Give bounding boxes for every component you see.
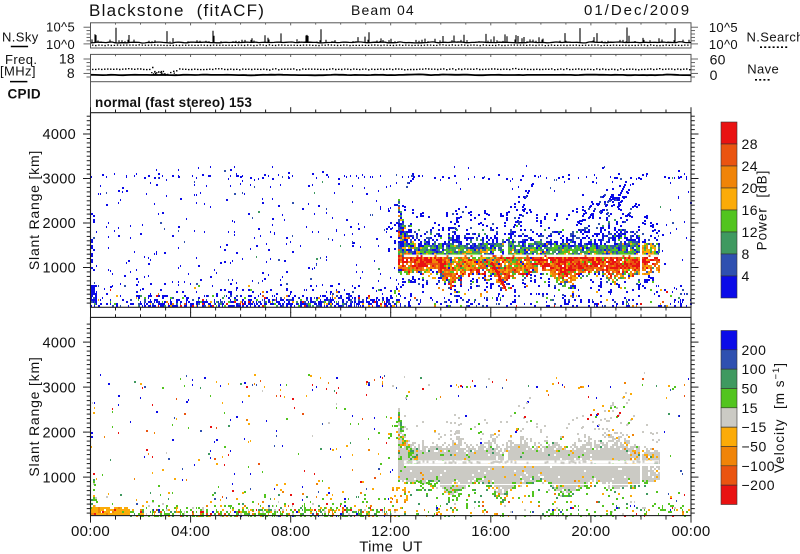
svg-text:Slant Range [km]: Slant Range [km]	[26, 356, 42, 476]
svg-text:4: 4	[742, 268, 750, 284]
svg-text:N.Search: N.Search	[747, 29, 800, 44]
svg-text:1000: 1000	[43, 470, 76, 486]
svg-text:[MHz]: [MHz]	[0, 64, 36, 79]
svg-text:8: 8	[67, 65, 75, 81]
svg-text:50: 50	[742, 381, 759, 397]
svg-text:08:00: 08:00	[271, 523, 310, 540]
svg-text:−15: −15	[742, 419, 767, 435]
svg-text:CPID: CPID	[8, 87, 41, 102]
svg-text:2000: 2000	[43, 216, 76, 232]
svg-text:200: 200	[742, 342, 767, 358]
svg-text:16:00: 16:00	[471, 523, 510, 540]
svg-text:20: 20	[742, 180, 759, 196]
svg-text:−50: −50	[742, 439, 767, 455]
svg-text:10^5: 10^5	[709, 20, 738, 35]
svg-text:Slant Range [km]: Slant Range [km]	[26, 150, 42, 270]
svg-text:24: 24	[742, 158, 759, 174]
svg-text:100: 100	[742, 361, 767, 377]
svg-text:10^5: 10^5	[46, 20, 75, 35]
svg-text:2000: 2000	[43, 425, 76, 441]
svg-text:Beam 04: Beam 04	[351, 2, 415, 18]
svg-text:28: 28	[742, 136, 759, 152]
svg-text:normal (fast stereo) 153: normal (fast stereo) 153	[95, 95, 252, 110]
svg-text:−200: −200	[742, 477, 776, 493]
svg-text:12: 12	[742, 224, 759, 240]
svg-text:3000: 3000	[43, 380, 76, 396]
svg-text:Velocity [m s−1]: Velocity [m s−1]	[771, 362, 788, 473]
svg-text:60: 60	[710, 52, 726, 68]
svg-text:4000: 4000	[43, 335, 76, 351]
svg-text:00:00: 00:00	[671, 523, 710, 540]
svg-text:1000: 1000	[43, 261, 76, 277]
svg-text:0: 0	[710, 67, 718, 83]
svg-text:Nave: Nave	[747, 62, 779, 77]
svg-text:Freq.: Freq.	[5, 52, 37, 67]
svg-text:Blackstone (fitACF): Blackstone (fitACF)	[89, 1, 265, 20]
svg-text:04:00: 04:00	[171, 523, 210, 540]
svg-text:20:00: 20:00	[571, 523, 610, 540]
svg-text:8: 8	[742, 246, 750, 262]
svg-text:15: 15	[742, 400, 759, 416]
svg-text:16: 16	[742, 202, 759, 218]
svg-text:4000: 4000	[43, 127, 76, 143]
svg-text:01/Dec/2009: 01/Dec/2009	[584, 2, 691, 19]
svg-text:00:00: 00:00	[71, 523, 110, 540]
svg-text:10^0: 10^0	[46, 37, 75, 52]
svg-text:N.Sky: N.Sky	[2, 29, 39, 44]
svg-text:Time UT: Time UT	[359, 539, 423, 554]
svg-text:−100: −100	[742, 458, 776, 474]
svg-text:Power [dB]: Power [dB]	[755, 170, 770, 251]
svg-text:18: 18	[59, 50, 75, 66]
svg-text:10^0: 10^0	[709, 37, 738, 52]
svg-text:3000: 3000	[43, 172, 76, 188]
svg-text:12:00: 12:00	[371, 523, 410, 540]
